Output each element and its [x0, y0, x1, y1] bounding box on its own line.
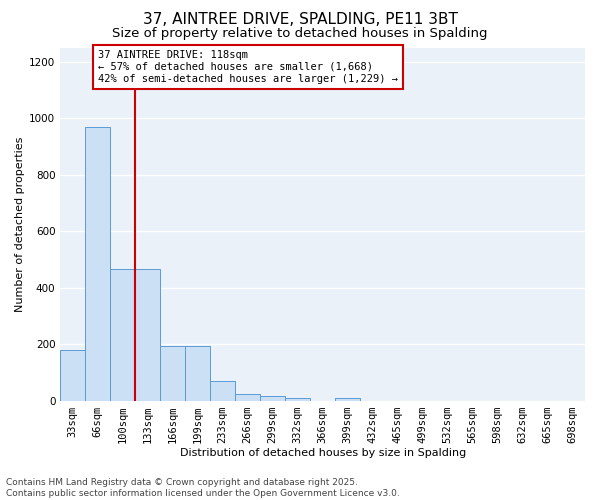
Bar — [235, 394, 260, 401]
X-axis label: Distribution of detached houses by size in Spalding: Distribution of detached houses by size … — [179, 448, 466, 458]
Bar — [110, 270, 135, 401]
Bar — [285, 398, 310, 401]
Bar — [210, 381, 235, 401]
Text: Contains HM Land Registry data © Crown copyright and database right 2025.
Contai: Contains HM Land Registry data © Crown c… — [6, 478, 400, 498]
Text: 37, AINTREE DRIVE, SPALDING, PE11 3BT: 37, AINTREE DRIVE, SPALDING, PE11 3BT — [143, 12, 457, 28]
Bar — [185, 346, 210, 401]
Text: 37 AINTREE DRIVE: 118sqm
← 57% of detached houses are smaller (1,668)
42% of sem: 37 AINTREE DRIVE: 118sqm ← 57% of detach… — [98, 50, 398, 84]
Bar — [160, 346, 185, 401]
Text: Size of property relative to detached houses in Spalding: Size of property relative to detached ho… — [112, 28, 488, 40]
Bar — [60, 350, 85, 401]
Y-axis label: Number of detached properties: Number of detached properties — [15, 136, 25, 312]
Bar — [135, 270, 160, 401]
Bar — [85, 126, 110, 401]
Bar — [335, 398, 360, 401]
Bar — [260, 396, 285, 401]
